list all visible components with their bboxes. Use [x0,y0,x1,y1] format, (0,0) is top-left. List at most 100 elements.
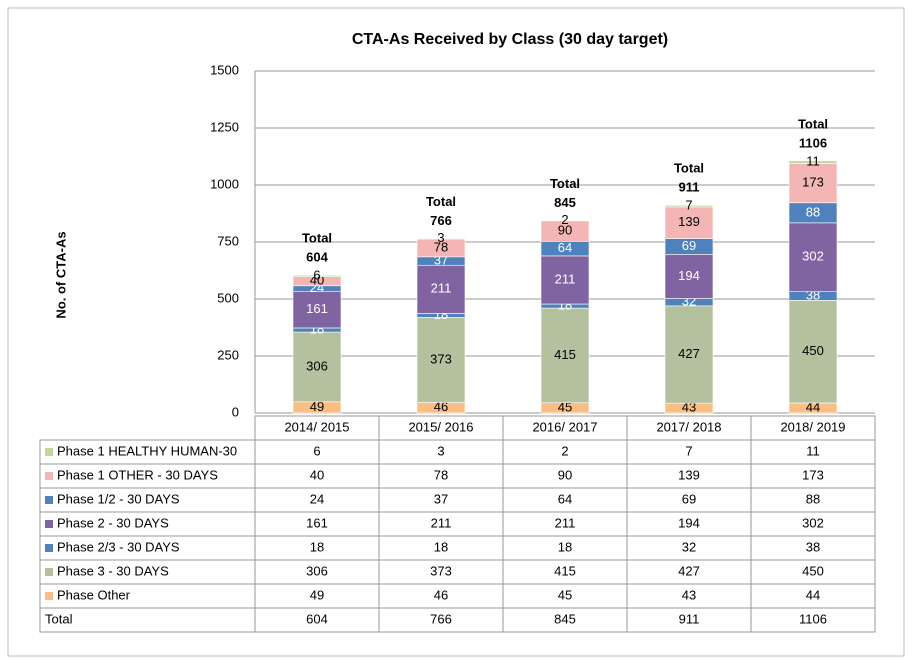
table-cell: 194 [678,515,700,530]
y-tick-label: 750 [217,233,239,248]
total-value: 766 [430,213,452,228]
value-label: 302 [802,249,824,264]
value-label: 306 [306,358,328,373]
value-label: 139 [678,214,700,229]
table-cell: 18 [310,539,324,554]
value-label: 88 [806,204,820,219]
value-label: 373 [430,351,452,366]
table-cell: 211 [431,515,452,530]
y-tick-label: 1500 [210,62,239,77]
y-axis-label: No. of CTA-As [53,231,68,318]
x-tick-label: 2017/ 2018 [656,419,721,434]
value-label: 161 [306,301,328,316]
value-label: 3 [437,230,444,245]
chart-title: CTA-As Received by Class (30 day target) [352,31,668,48]
table-cell: 44 [806,587,820,602]
table-cell: 43 [682,587,696,602]
value-label: 211 [555,271,576,286]
table-cell: 69 [682,491,696,506]
legend-label: Phase 2 - 30 DAYS [57,515,169,530]
y-tick-label: 500 [217,290,239,305]
value-label: 450 [802,343,824,358]
legend-label: Phase 3 - 30 DAYS [57,563,169,578]
table-cell: 139 [678,467,700,482]
value-label: 427 [678,346,700,361]
table-cell: 88 [806,491,820,506]
y-tick-label: 250 [217,347,239,362]
total-label: Total [798,116,828,131]
table-cell: 32 [682,539,696,554]
total-value: 604 [306,250,328,265]
table-cell: 604 [306,611,328,626]
legend-label: Phase 1 OTHER - 30 DAYS [57,467,218,482]
table-cell: 11 [806,443,820,458]
table-cell: 46 [434,587,448,602]
legend-key [45,544,53,552]
table-cell: 766 [430,611,452,626]
value-label: 7 [685,198,692,213]
table-cell: 38 [806,539,820,554]
value-label: 173 [802,174,824,189]
table-cell: 3 [437,443,444,458]
table-cell: 173 [802,467,824,482]
total-value: 1106 [799,135,827,150]
legend-key [45,472,53,480]
total-label: Total [426,194,456,209]
table-cell: 18 [434,539,448,554]
table-cell: 302 [802,515,824,530]
x-tick-label: 2016/ 2017 [532,419,597,434]
table-cell: 45 [558,587,572,602]
table-cell: 18 [558,539,572,554]
value-label: 6 [313,267,320,282]
total-label: Total [674,161,704,176]
table-cell: 64 [558,491,572,506]
legend-key [45,496,53,504]
value-label: 211 [431,281,452,296]
table-cell: 49 [310,587,324,602]
table-cell: 306 [306,563,328,578]
value-label: 69 [682,238,696,253]
legend-key [45,520,53,528]
y-tick-label: 1000 [210,176,239,191]
value-label: 415 [554,347,576,362]
total-value: 911 [679,180,700,195]
table-cell: 211 [555,515,576,530]
table-cell: 427 [678,563,700,578]
table-cell: 373 [430,563,452,578]
x-tick-label: 2018/ 2019 [780,419,845,434]
x-tick-label: 2015/ 2016 [408,419,473,434]
table-cell: 40 [310,467,324,482]
table-cell: 450 [802,563,824,578]
table-cell: 415 [554,563,576,578]
table-cell: 161 [306,515,328,530]
value-label: 11 [806,154,820,169]
value-label: 64 [558,240,572,255]
table-cell: 911 [679,611,700,626]
total-label: Total [302,231,332,246]
legend-label: Phase 1/2 - 30 DAYS [57,491,180,506]
y-tick-label: 1250 [210,119,239,134]
value-label: 194 [678,268,700,283]
total-value: 845 [554,195,576,210]
legend-label: Phase 2/3 - 30 DAYS [57,539,180,554]
legend-key [45,448,53,456]
total-label: Total [550,176,580,191]
table-cell: 78 [434,467,448,482]
table-cell: 24 [310,491,324,506]
legend-label: Phase Other [57,587,131,602]
table-cell: 845 [554,611,576,626]
table-cell: 6 [313,443,320,458]
x-tick-label: 2014/ 2015 [284,419,349,434]
value-label: 2 [561,212,568,227]
table-cell: 2 [561,443,568,458]
y-tick-label: 0 [232,404,239,419]
legend-key [45,568,53,576]
table-cell: 1106 [799,611,827,626]
table-total-label: Total [45,611,73,626]
legend-label: Phase 1 HEALTHY HUMAN-30 [57,443,237,458]
table-cell: 7 [685,443,692,458]
table-cell: 37 [434,491,448,506]
table-cell: 90 [558,467,572,482]
legend-key [45,592,53,600]
